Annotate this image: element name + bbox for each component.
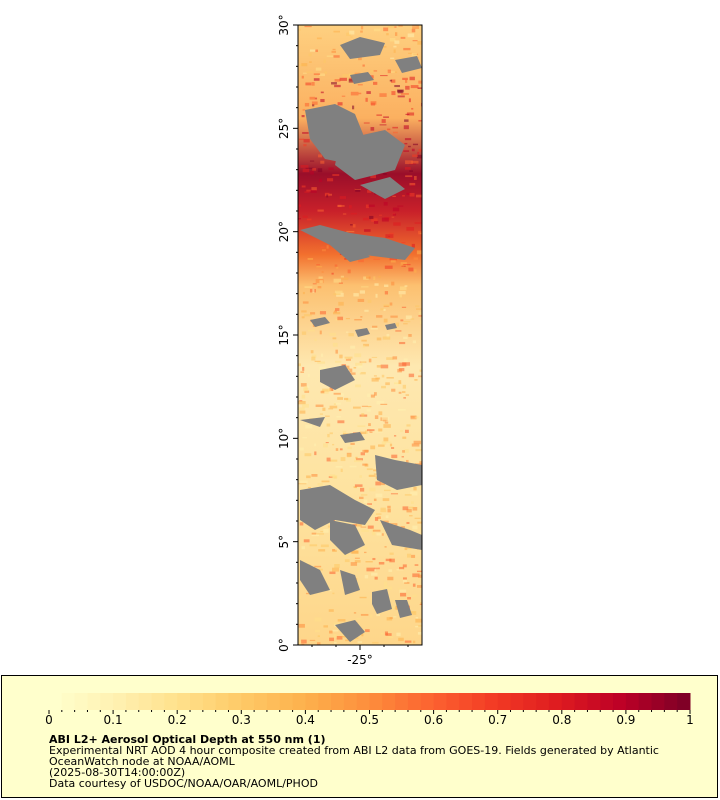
- legend-timestamp: (2025-08-30T14:00:00Z): [49, 766, 186, 779]
- lat-tick-label: 30°: [277, 14, 291, 35]
- colorbar-cell: [484, 693, 499, 710]
- colorbar-cell: [61, 693, 76, 710]
- colorbar-cell: [548, 693, 563, 710]
- lon-tick-label: -25°: [347, 653, 373, 667]
- longitude-axis: -25°: [311, 645, 409, 667]
- aod-field: [298, 25, 422, 645]
- lat-tick-label: 0°: [277, 638, 291, 652]
- colorbar-cell: [574, 693, 588, 710]
- colorbar-cell: [292, 693, 306, 710]
- lat-tick-label: 25°: [277, 118, 291, 139]
- colorbar-tick-label: 0.2: [168, 713, 187, 727]
- latitude-axis: 0° 5° 10° 15° 20° 25° 30°: [277, 14, 298, 652]
- colorbar-tick-label: 0.7: [488, 713, 507, 727]
- colorbar-cell: [651, 693, 665, 710]
- colorbar-cell: [266, 693, 281, 710]
- colorbar-cell: [356, 693, 370, 710]
- colorbar-cell: [407, 693, 422, 710]
- legend-description: Experimental NRT AOD 4 hour composite cr…: [49, 744, 659, 757]
- colorbar-cell: [151, 693, 165, 710]
- colorbar-cell: [343, 693, 358, 710]
- colorbar-cell: [561, 693, 576, 710]
- colorbar-tick-label: 0.3: [232, 713, 251, 727]
- colorbar-cell: [100, 693, 114, 710]
- legend-panel: 0 0.1 0.2 0.3 0.4 0.5 0.6 0.7 0.8 0.9 1 ABI L2+ Ae…: [1, 675, 718, 798]
- colorbar-cell: [138, 693, 153, 710]
- colorbar-cell: [241, 693, 255, 710]
- colorbar-tick-label: 0.9: [616, 713, 635, 727]
- colorbar-cell: [523, 693, 537, 710]
- lat-tick-label: 15°: [277, 324, 291, 345]
- colorbar-cell: [613, 693, 627, 710]
- colorbar-cell: [497, 693, 512, 710]
- colorbar-cell: [446, 693, 460, 710]
- colorbar-cell: [382, 693, 396, 710]
- colorbar-cell: [215, 693, 229, 710]
- colorbar-cell: [125, 693, 140, 710]
- colorbar-cell: [638, 693, 653, 710]
- colorbar-cell: [254, 693, 268, 710]
- colorbar-cell: [164, 693, 178, 710]
- colorbar-cell: [202, 693, 217, 710]
- colorbar-cell: [600, 693, 614, 710]
- colorbar-cell: [433, 693, 447, 710]
- legend-credit: Data courtesy of USDOC/NOAA/OAR/AOML/PHO…: [49, 777, 318, 790]
- colorbar-cell: [113, 693, 127, 710]
- colorbar-cell: [279, 693, 294, 710]
- lat-tick-label: 5°: [277, 535, 291, 549]
- colorbar-cell: [536, 693, 550, 710]
- colorbar-cell: [395, 693, 409, 710]
- colorbar-cell: [87, 693, 101, 710]
- colorbar-cell: [190, 693, 204, 710]
- colorbar-cell: [664, 693, 678, 710]
- lat-tick-label: 10°: [277, 428, 291, 449]
- colorbar-tick-label: 0.6: [424, 713, 443, 727]
- map-panel: 0° 5° 10° 15° 20° 25° 30° -25°: [277, 14, 423, 667]
- colorbar-cell: [587, 693, 601, 710]
- colorbar-tick-label: 0.4: [296, 713, 315, 727]
- colorbar-cell: [228, 693, 242, 710]
- colorbar-cell: [74, 693, 88, 710]
- colorbar-cell: [625, 693, 640, 710]
- colorbar-tick-label: 0.8: [552, 713, 571, 727]
- colorbar-cell: [49, 693, 63, 710]
- colorbar-cell: [677, 693, 691, 710]
- colorbar-cell: [369, 693, 383, 710]
- colorbar-cell: [510, 693, 524, 710]
- colorbar-tick-label: 0: [45, 713, 53, 727]
- colorbar-cell: [420, 693, 435, 710]
- colorbar-tick-label: 1: [686, 713, 694, 727]
- colorbar-cell: [318, 693, 332, 710]
- colorbar-cell: [331, 693, 345, 710]
- colorbar-cell: [177, 693, 191, 710]
- legend-title: ABI L2+ Aerosol Optical Depth at 550 nm …: [49, 733, 326, 746]
- colorbar-tick-label: 0.5: [360, 713, 379, 727]
- colorbar-cell: [305, 693, 319, 710]
- legend-description-cont: OceanWatch node at NOAA/AOML: [49, 755, 235, 768]
- colorbar-cell: [459, 693, 473, 710]
- colorbar: 0 0.1 0.2 0.3 0.4 0.5 0.6 0.7 0.8 0.9 1: [45, 693, 694, 727]
- colorbar-cell: [472, 693, 486, 710]
- lat-tick-label: 20°: [277, 221, 291, 242]
- colorbar-tick-label: 0.1: [104, 713, 123, 727]
